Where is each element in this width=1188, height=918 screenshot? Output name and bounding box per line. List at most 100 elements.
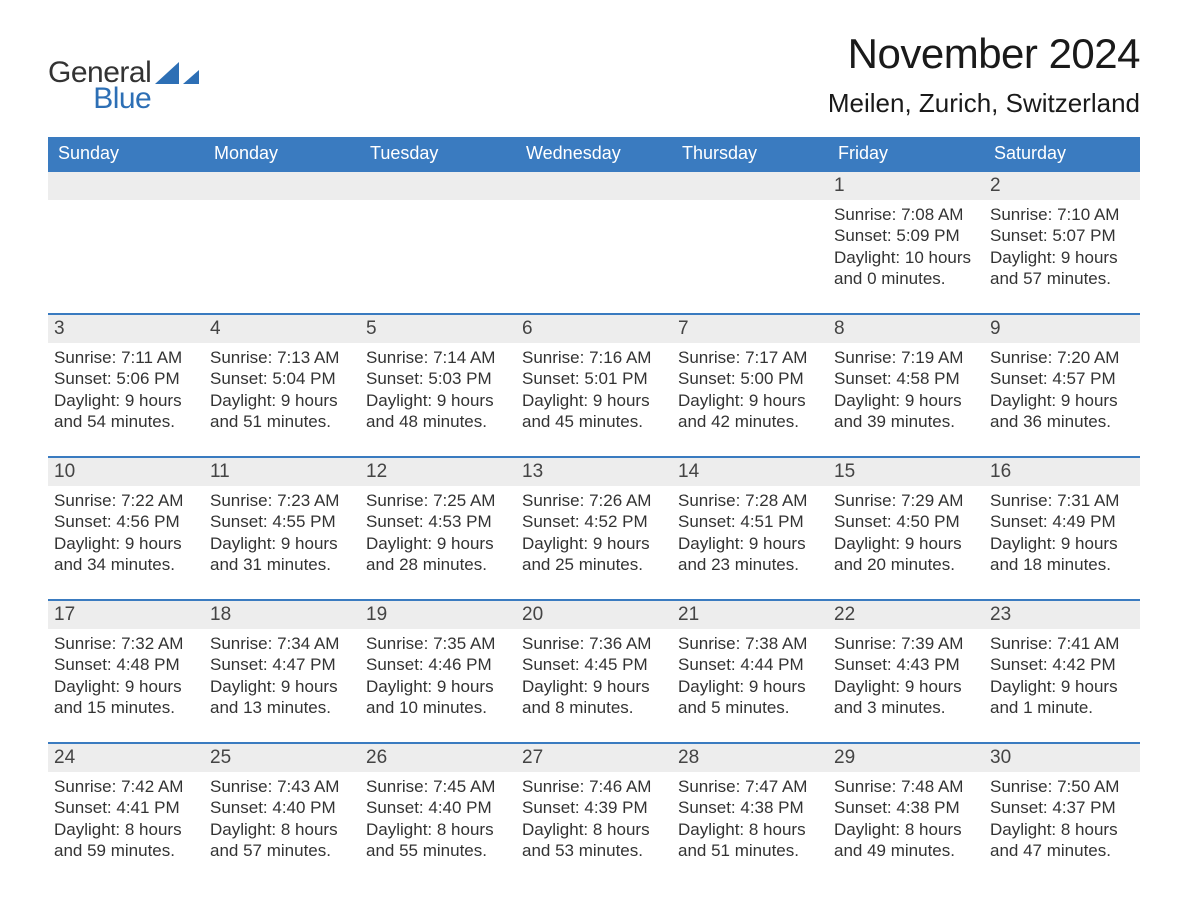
calendar-day-cell: 12Sunrise: 7:25 AMSunset: 4:53 PMDayligh… bbox=[360, 456, 516, 585]
logo: General Blue bbox=[48, 30, 199, 114]
calendar-day-cell: 1Sunrise: 7:08 AMSunset: 5:09 PMDaylight… bbox=[828, 170, 984, 299]
location-subtitle: Meilen, Zurich, Switzerland bbox=[828, 88, 1140, 119]
day-daylight1: Daylight: 9 hours bbox=[678, 390, 822, 411]
calendar-day-cell: 9Sunrise: 7:20 AMSunset: 4:57 PMDaylight… bbox=[984, 313, 1140, 442]
day-sunset: Sunset: 4:56 PM bbox=[54, 511, 198, 532]
day-number: 13 bbox=[516, 458, 672, 486]
calendar-day-cell: 2Sunrise: 7:10 AMSunset: 5:07 PMDaylight… bbox=[984, 170, 1140, 299]
day-sunrise: Sunrise: 7:42 AM bbox=[54, 776, 198, 797]
day-sunset: Sunset: 4:52 PM bbox=[522, 511, 666, 532]
day-number: 5 bbox=[360, 315, 516, 343]
day-number: 15 bbox=[828, 458, 984, 486]
calendar-day-cell: 16Sunrise: 7:31 AMSunset: 4:49 PMDayligh… bbox=[984, 456, 1140, 585]
day-daylight2: and 28 minutes. bbox=[366, 554, 510, 575]
day-number: 1 bbox=[828, 172, 984, 200]
day-daylight1: Daylight: 9 hours bbox=[366, 676, 510, 697]
day-daylight2: and 3 minutes. bbox=[834, 697, 978, 718]
calendar-day-cell: 28Sunrise: 7:47 AMSunset: 4:38 PMDayligh… bbox=[672, 742, 828, 871]
day-daylight2: and 31 minutes. bbox=[210, 554, 354, 575]
day-sunrise: Sunrise: 7:34 AM bbox=[210, 633, 354, 654]
day-sunset: Sunset: 4:42 PM bbox=[990, 654, 1134, 675]
day-daylight2: and 57 minutes. bbox=[210, 840, 354, 861]
day-sunset: Sunset: 5:04 PM bbox=[210, 368, 354, 389]
calendar-week: 10 Sunrise: 7:22 AMSunset: 4:56 PM Dayligh… bbox=[48, 456, 1140, 585]
day-daylight1: Daylight: 9 hours bbox=[522, 676, 666, 697]
day-sunrise: Sunrise: 7:38 AM bbox=[678, 633, 822, 654]
day-sunrise: Sunrise: 7:20 AM bbox=[990, 347, 1134, 368]
day-sunrise: Sunrise: 7:19 AM bbox=[834, 347, 978, 368]
day-sunset: Sunset: 4:53 PM bbox=[366, 511, 510, 532]
day-number: 20 bbox=[516, 601, 672, 629]
calendar-day-cell: 3Sunrise: 7:11 AMSunset: 5:06 PMDaylight… bbox=[48, 313, 204, 442]
day-daylight1: Daylight: 10 hours bbox=[834, 247, 978, 268]
day-number: 10 bbox=[48, 458, 204, 486]
day-daylight2: and 23 minutes. bbox=[678, 554, 822, 575]
day-daylight2: and 8 minutes. bbox=[522, 697, 666, 718]
logo-text: General Blue bbox=[48, 58, 151, 114]
day-sunrise: Sunrise: 7:31 AM bbox=[990, 490, 1134, 511]
day-sunset: Sunset: 5:01 PM bbox=[522, 368, 666, 389]
day-number-band-empty bbox=[516, 172, 672, 200]
calendar-day-cell: 30Sunrise: 7:50 AMSunset: 4:37 PMDayligh… bbox=[984, 742, 1140, 871]
day-daylight2: and 45 minutes. bbox=[522, 411, 666, 432]
day-daylight2: and 18 minutes. bbox=[990, 554, 1134, 575]
day-daylight1: Daylight: 9 hours bbox=[834, 533, 978, 554]
day-daylight1: Daylight: 8 hours bbox=[678, 819, 822, 840]
calendar-day-cell bbox=[48, 170, 204, 299]
calendar-day-cell: 26Sunrise: 7:45 AMSunset: 4:40 PMDayligh… bbox=[360, 742, 516, 871]
month-year-title: November 2024 bbox=[828, 30, 1140, 78]
day-sunrise: Sunrise: 7:41 AM bbox=[990, 633, 1134, 654]
day-sunrise: Sunrise: 7:29 AM bbox=[834, 490, 978, 511]
dow-cell: Tuesday bbox=[360, 137, 516, 170]
calendar-day-cell: 25Sunrise: 7:43 AMSunset: 4:40 PMDayligh… bbox=[204, 742, 360, 871]
day-number: 18 bbox=[204, 601, 360, 629]
day-daylight2: and 25 minutes. bbox=[522, 554, 666, 575]
day-number: 4 bbox=[204, 315, 360, 343]
day-number: 22 bbox=[828, 601, 984, 629]
dow-cell: Thursday bbox=[672, 137, 828, 170]
calendar-day-cell: 22Sunrise: 7:39 AMSunset: 4:43 PMDayligh… bbox=[828, 599, 984, 728]
day-daylight2: and 13 minutes. bbox=[210, 697, 354, 718]
day-number-band-empty bbox=[204, 172, 360, 200]
day-sunset: Sunset: 4:38 PM bbox=[678, 797, 822, 818]
day-daylight2: and 51 minutes. bbox=[678, 840, 822, 861]
calendar-day-cell: 24Sunrise: 7:42 AMSunset: 4:41 PMDayligh… bbox=[48, 742, 204, 871]
day-sunset: Sunset: 4:57 PM bbox=[990, 368, 1134, 389]
day-sunset: Sunset: 4:40 PM bbox=[210, 797, 354, 818]
day-daylight2: and 1 minute. bbox=[990, 697, 1134, 718]
day-number-band-empty bbox=[672, 172, 828, 200]
calendar-week: 3Sunrise: 7:11 AMSunset: 5:06 PMDaylight… bbox=[48, 313, 1140, 442]
calendar-day-cell: 20Sunrise: 7:36 AMSunset: 4:45 PMDayligh… bbox=[516, 599, 672, 728]
calendar-day-cell: 27Sunrise: 7:46 AMSunset: 4:39 PMDayligh… bbox=[516, 742, 672, 871]
day-sunset: Sunset: 5:07 PM bbox=[990, 225, 1134, 246]
day-number: 16 bbox=[984, 458, 1140, 486]
day-sunset: Sunset: 4:40 PM bbox=[366, 797, 510, 818]
calendar-day-cell: 8Sunrise: 7:19 AMSunset: 4:58 PMDaylight… bbox=[828, 313, 984, 442]
logo-sail-icon bbox=[155, 62, 199, 93]
day-daylight1: Daylight: 8 hours bbox=[54, 819, 198, 840]
day-daylight2: and 36 minutes. bbox=[990, 411, 1134, 432]
day-sunset: Sunset: 5:00 PM bbox=[678, 368, 822, 389]
dow-cell: Wednesday bbox=[516, 137, 672, 170]
day-number: 29 bbox=[828, 744, 984, 772]
day-sunset: Sunset: 4:50 PM bbox=[834, 511, 978, 532]
day-daylight2: and 39 minutes. bbox=[834, 411, 978, 432]
day-daylight2: and 5 minutes. bbox=[678, 697, 822, 718]
day-sunset: Sunset: 4:45 PM bbox=[522, 654, 666, 675]
header: General Blue November 2024 Meilen, Zuric… bbox=[48, 30, 1140, 119]
dow-cell: Saturday bbox=[984, 137, 1140, 170]
day-daylight1: Daylight: 9 hours bbox=[210, 676, 354, 697]
day-number: 17 bbox=[48, 601, 204, 629]
day-daylight1: Daylight: 9 hours bbox=[54, 676, 198, 697]
day-daylight1: Daylight: 9 hours bbox=[678, 533, 822, 554]
day-sunset: Sunset: 4:41 PM bbox=[54, 797, 198, 818]
day-daylight2: and 0 minutes. bbox=[834, 268, 978, 289]
calendar-day-cell: 13Sunrise: 7:26 AMSunset: 4:52 PMDayligh… bbox=[516, 456, 672, 585]
day-daylight2: and 49 minutes. bbox=[834, 840, 978, 861]
day-sunset: Sunset: 4:47 PM bbox=[210, 654, 354, 675]
day-sunset: Sunset: 5:03 PM bbox=[366, 368, 510, 389]
day-sunrise: Sunrise: 7:45 AM bbox=[366, 776, 510, 797]
day-sunrise: Sunrise: 7:22 AM bbox=[54, 490, 198, 511]
day-daylight2: and 42 minutes. bbox=[678, 411, 822, 432]
day-daylight1: Daylight: 8 hours bbox=[366, 819, 510, 840]
